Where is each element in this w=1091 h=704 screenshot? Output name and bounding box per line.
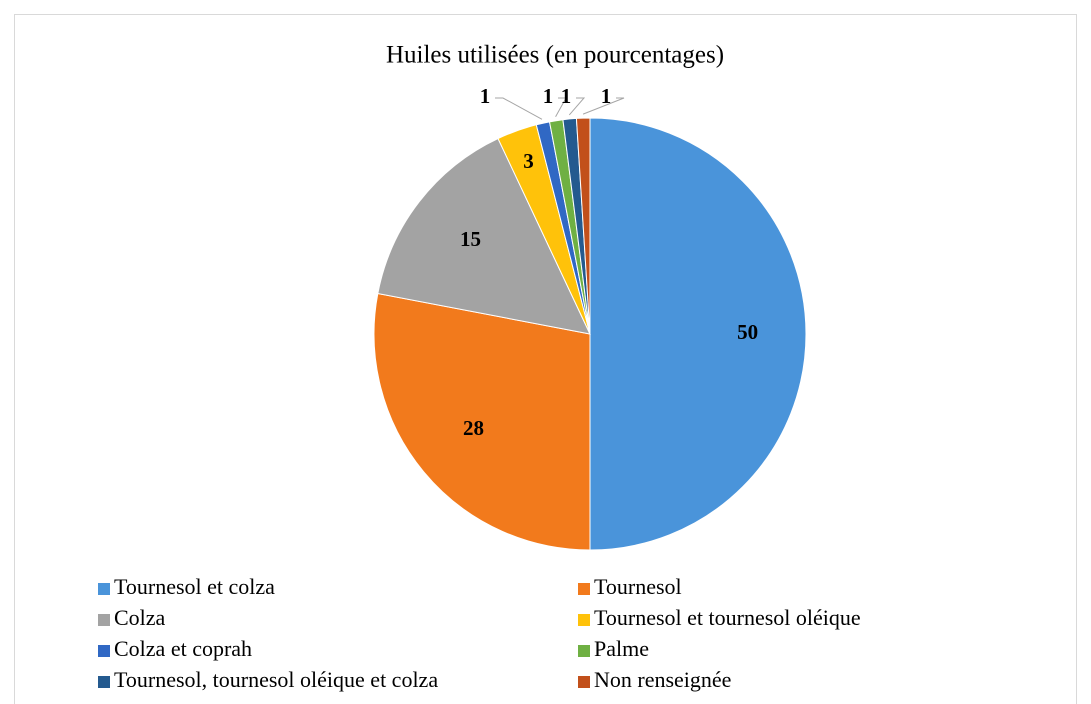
data-label: 3 — [523, 149, 534, 173]
pie-slice — [589, 117, 807, 551]
legend-swatch — [98, 645, 110, 657]
legend-swatch — [578, 676, 590, 688]
data-label: 1 — [480, 84, 491, 108]
leader-line — [568, 97, 586, 116]
leader-line — [582, 97, 625, 115]
data-label: 28 — [463, 416, 484, 440]
legend-label: Tournesol et tournesol oléique — [594, 605, 861, 630]
leader-line — [495, 97, 543, 120]
legend-swatch — [98, 583, 110, 595]
legend-swatch — [98, 614, 110, 626]
legend-label: Palme — [594, 636, 649, 661]
legend-label: Colza et coprah — [114, 636, 252, 661]
legend-label: Tournesol et colza — [114, 574, 275, 599]
legend-label: Tournesol — [594, 574, 682, 599]
legend-label: Non renseignée — [594, 667, 731, 692]
pie-slice — [575, 117, 591, 335]
data-label: 1 — [601, 84, 612, 108]
legend-swatch — [578, 583, 590, 595]
chart-title: Huiles utilisées (en pourcentages) — [386, 42, 724, 69]
data-label: 15 — [460, 227, 481, 251]
data-label: 1 — [561, 84, 572, 108]
data-label: 50 — [737, 320, 758, 344]
pie-slice — [373, 292, 591, 551]
leader-line — [555, 97, 567, 117]
legend-swatch — [578, 645, 590, 657]
data-label: 1 — [543, 84, 554, 108]
pie-slice — [377, 137, 591, 335]
legend-swatch — [578, 614, 590, 626]
legend-label: Tournesol, tournesol oléique et colza — [114, 667, 438, 692]
legend-swatch — [98, 676, 110, 688]
legend-label: Colza — [114, 605, 166, 630]
